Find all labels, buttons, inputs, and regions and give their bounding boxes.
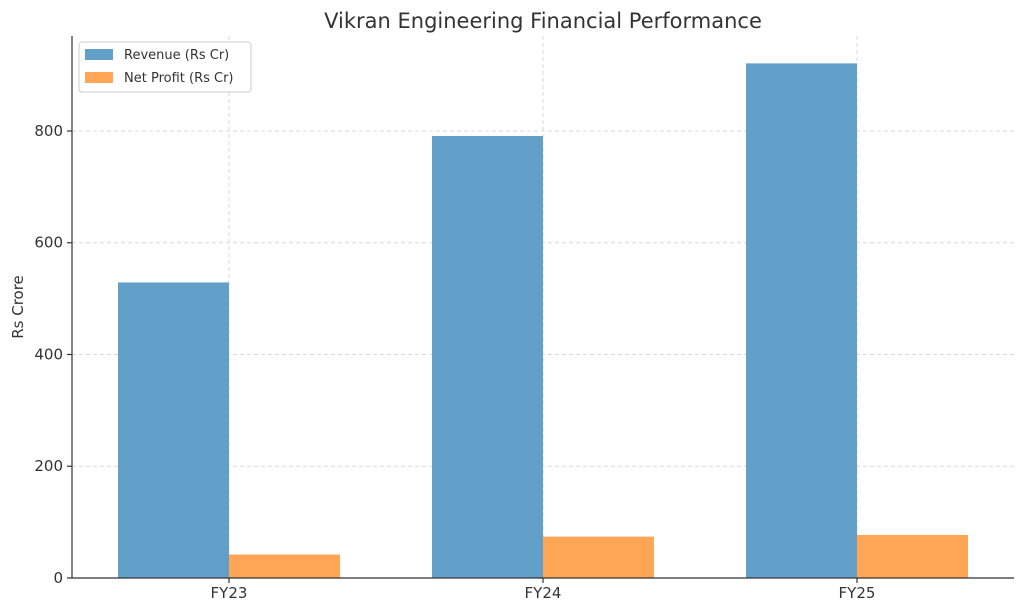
x-tick-label: FY23: [211, 584, 248, 602]
y-tick-label: 400: [34, 345, 63, 363]
legend-box: [78, 41, 252, 93]
legend-swatch: [85, 49, 113, 60]
chart-title: Vikran Engineering Financial Performance: [324, 9, 762, 33]
x-tick-label: FY24: [525, 584, 562, 602]
bar-net-profit-fy24: [543, 536, 654, 578]
legend-swatch: [85, 72, 113, 83]
legend: Revenue (Rs Cr) Net Profit (Rs Cr): [78, 41, 252, 93]
y-axis-label: Rs Crore: [9, 275, 27, 339]
bar-net-profit-fy25: [857, 534, 968, 578]
bar-revenue-fy24: [432, 136, 543, 578]
y-tick-label: 600: [34, 234, 63, 252]
bar-revenue-fy25: [746, 63, 857, 578]
x-tick-label: FY25: [839, 584, 876, 602]
ticks-layer: 0 200 400 600 800 FY23 FY24 FY25: [34, 122, 875, 602]
bars-layer: [118, 63, 968, 578]
bar-net-profit-fy23: [229, 554, 340, 578]
legend-label: Revenue (Rs Cr): [124, 48, 229, 63]
y-tick-label: 0: [53, 569, 63, 587]
bar-revenue-fy23: [118, 282, 229, 578]
y-tick-label: 200: [34, 457, 63, 475]
legend-label: Net Profit (Rs Cr): [124, 71, 234, 86]
y-tick-label: 800: [34, 122, 63, 140]
